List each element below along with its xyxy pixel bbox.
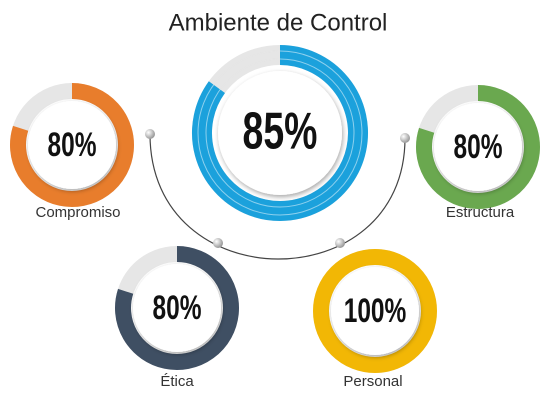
value-label: 85% <box>243 102 318 161</box>
gauge-ring-line <box>205 58 355 208</box>
value-label: 80% <box>48 126 97 164</box>
gauge-arc <box>416 85 540 209</box>
connector-dot <box>400 133 410 143</box>
connector-dot <box>335 238 345 248</box>
category-label: Ética <box>160 373 194 390</box>
category-label: Compromiso <box>35 204 120 221</box>
value-label: 100% <box>344 292 407 330</box>
gauges: 85% 80% Compromiso 80% Estructura 80% Ética 100… <box>10 45 540 390</box>
gauge-center <box>434 103 522 191</box>
gauge-ring-line <box>197 50 363 216</box>
gauge-center <box>133 264 221 352</box>
value-label: 80% <box>153 289 202 327</box>
gauge-center <box>331 267 419 355</box>
category-label: Estructura <box>446 204 515 221</box>
gauge-arc <box>313 249 437 373</box>
connector-dot <box>145 129 155 139</box>
gauge-arc <box>115 246 239 370</box>
gauge-center <box>218 71 342 195</box>
chart-title: Ambiente de Control <box>169 9 388 36</box>
gauge-center <box>28 101 116 189</box>
connector-dot <box>213 238 223 248</box>
gauge-arc <box>192 45 368 221</box>
category-label: Personal <box>343 373 402 390</box>
connector-curve <box>149 133 406 260</box>
value-label: 80% <box>454 128 503 166</box>
gauge-arc <box>10 83 134 207</box>
